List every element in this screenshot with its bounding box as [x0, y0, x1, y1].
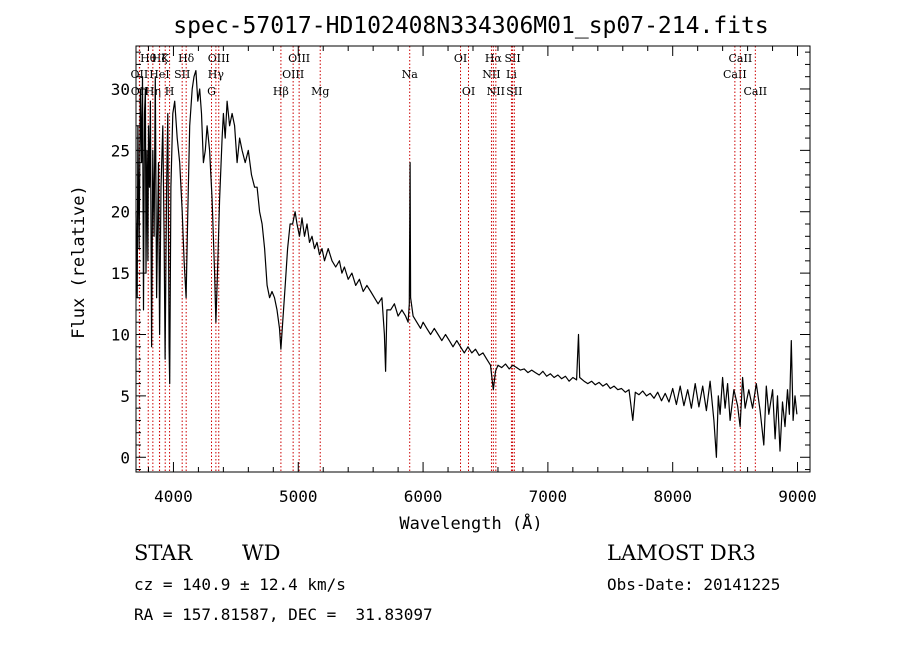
spectral-line-label: Hα [485, 52, 503, 65]
spectral-line-label: SII [506, 85, 522, 98]
x-axis-label: Wavelength (Å) [399, 512, 542, 534]
x-tick-label: 4000 [154, 487, 193, 506]
spectral-line-label: NII [487, 85, 505, 98]
spectral-line-label: OIII [288, 52, 310, 65]
spectral-line-label: CaII [723, 68, 747, 81]
survey-name: LAMOST DR3 [607, 541, 756, 565]
x-tick-label: 8000 [653, 487, 692, 506]
spectral-line-label: CaII [729, 52, 753, 65]
spectral-line-label: NII [482, 68, 500, 81]
spectral-line-label: OI [462, 85, 475, 98]
object-class: STAR [134, 541, 193, 565]
obs-date-text: Obs-Date: 20141225 [607, 575, 780, 594]
y-tick-label: 20 [111, 203, 130, 222]
spectral-line-label: Hγ [208, 68, 225, 81]
spectral-line-label: Mg [311, 85, 329, 98]
x-tick-label: 7000 [529, 487, 568, 506]
spectral-line-label: SII [504, 52, 520, 65]
spectral-line-label: Hη [145, 85, 161, 98]
spectral-line-label: H [165, 85, 175, 98]
spectral-line-label: Na [402, 68, 419, 81]
x-tick-label: 9000 [778, 487, 817, 506]
y-tick-label: 5 [120, 387, 130, 406]
spectral-line-label: Li [506, 68, 517, 81]
spectral-line-label: OIII [208, 52, 230, 65]
spectral-line-label: OI [454, 52, 467, 65]
y-tick-label: 30 [111, 80, 130, 99]
spectral-line-label: HeI [149, 68, 169, 81]
spectral-line-label: G [207, 85, 216, 98]
coordinates-text: RA = 157.81587, DEC = 31.83097 [134, 605, 433, 624]
spectral-line-label: Hθ [140, 52, 157, 65]
spectral-line-label: OIII [282, 68, 304, 81]
flux-series-line [135, 70, 798, 458]
x-tick-label: 5000 [279, 487, 318, 506]
spectral-line-label: OII [131, 85, 149, 98]
y-tick-label: 0 [120, 448, 130, 467]
chart-title: spec-57017-HD102408N334306M01_sp07-214.f… [173, 13, 768, 39]
spectral-line-label: SII [174, 68, 190, 81]
spectral-line-label: CaII [743, 85, 767, 98]
object-subclass: WD [242, 541, 280, 565]
series-layer [135, 70, 798, 458]
spectral-line-label: K [161, 52, 170, 65]
y-tick-label: 15 [111, 264, 130, 283]
ticks-layer: 4000 5000 6000 7000 8000 9000 0 5 10 15 20 25 30 [111, 46, 817, 506]
redshift-text: cz = 140.9 ± 12.4 km/s [134, 575, 346, 594]
spectral-line-label: Hβ [273, 85, 289, 98]
y-axis-label: Flux (relative) [69, 185, 89, 339]
x-tick-label: 6000 [404, 487, 443, 506]
plot-frame [135, 45, 811, 473]
y-tick-label: 25 [111, 141, 130, 160]
spectral-line-label: Hζ [152, 52, 168, 65]
spectral-line-label: Hδ [178, 52, 195, 65]
y-tick-label: 10 [111, 326, 130, 345]
